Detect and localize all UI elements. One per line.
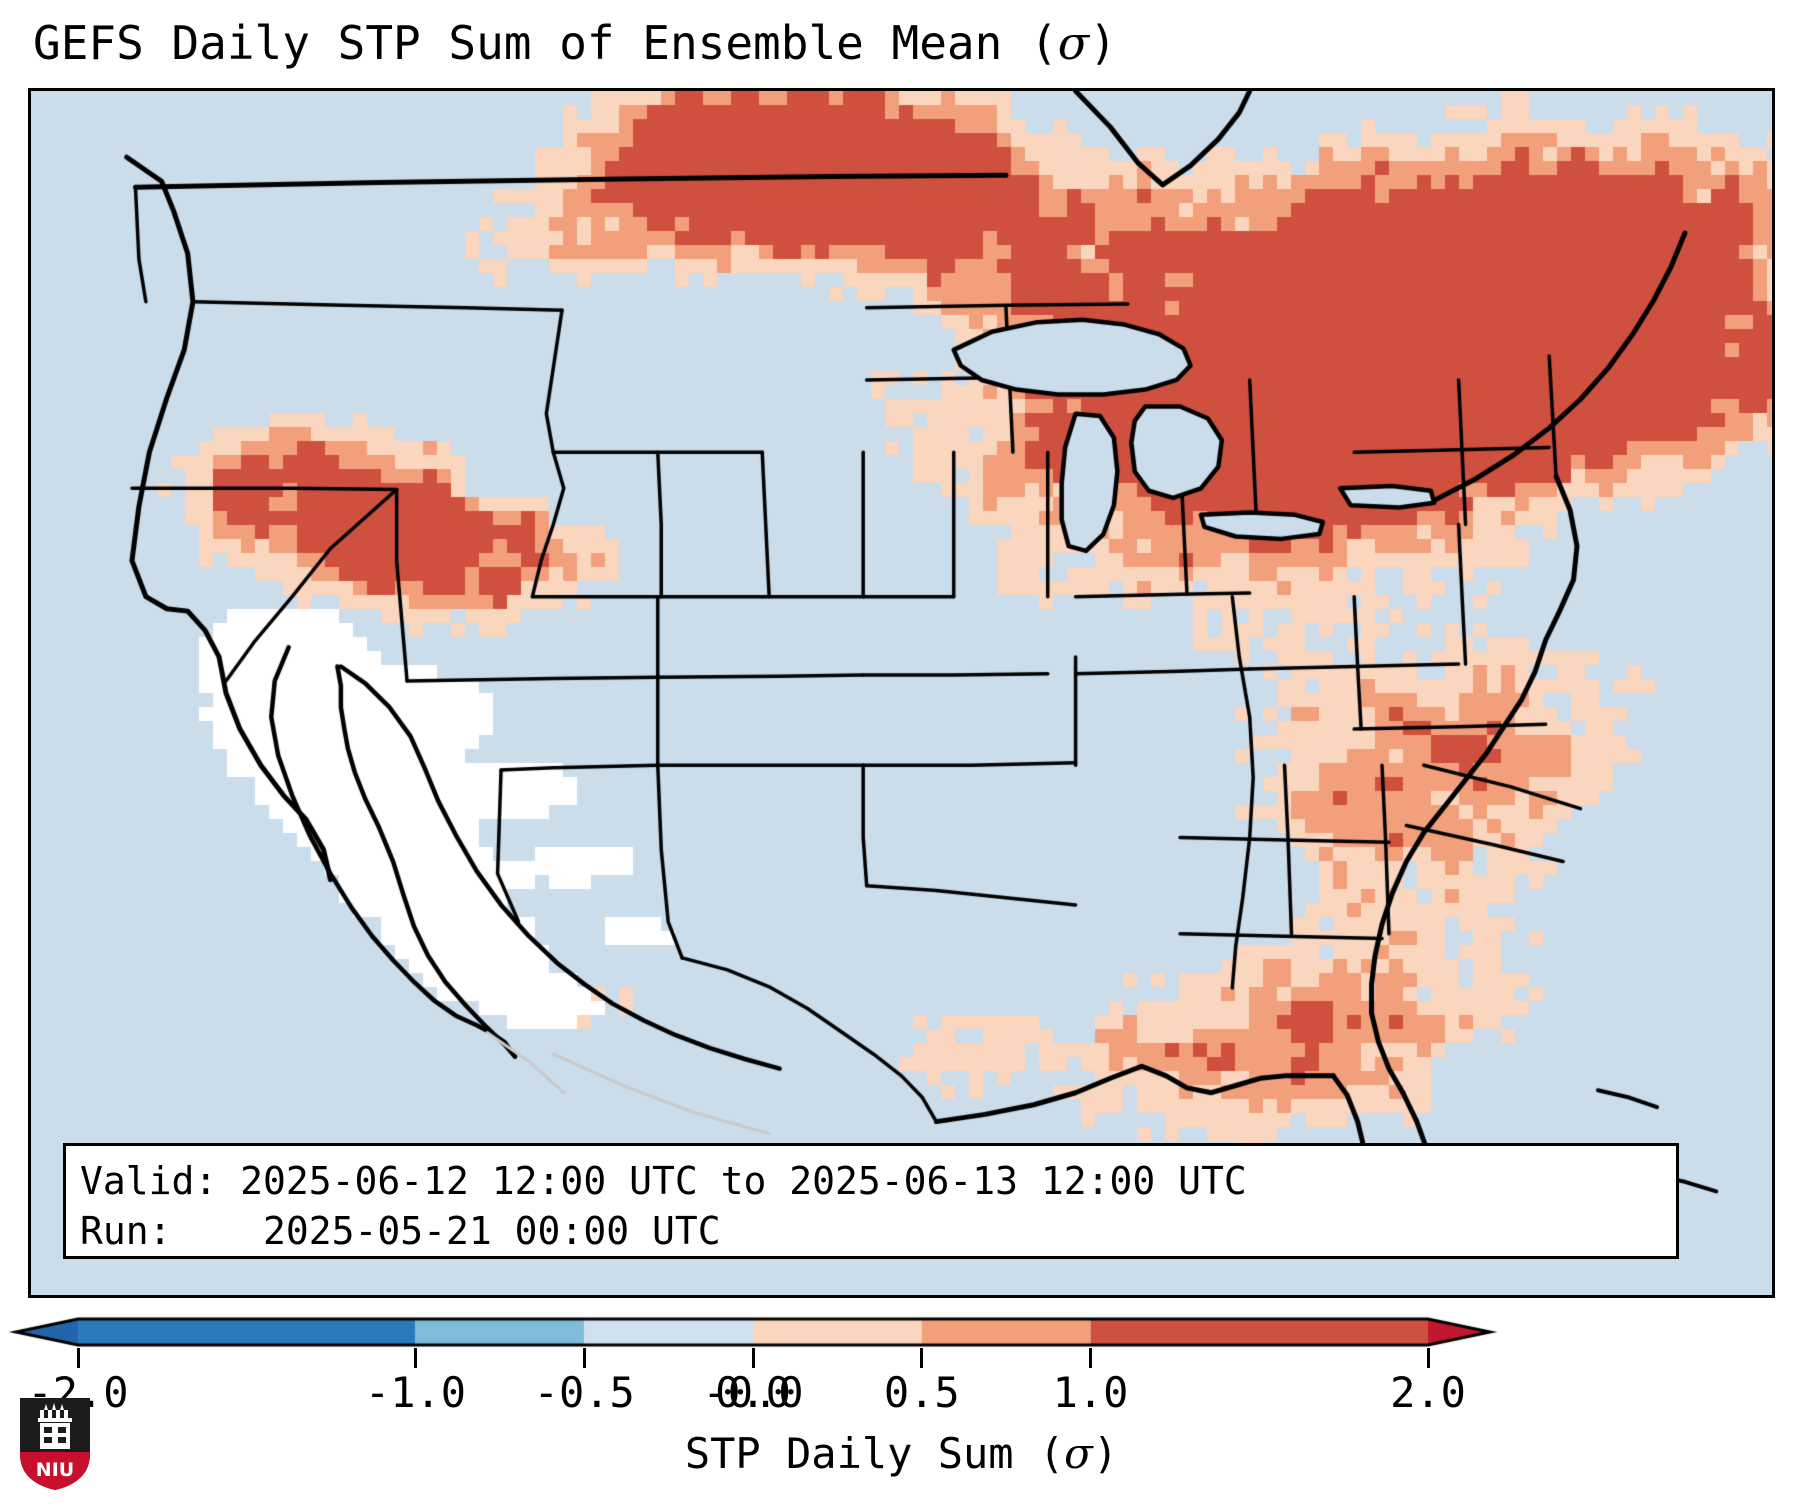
stp-anomaly-heatmap [31, 91, 1772, 1295]
colorbar-tick-label: -0.5 [533, 1368, 635, 1417]
page-title: GEFS Daily STP Sum of Ensemble Mean (σ) [33, 14, 1117, 72]
colorbar-tick-label: 0.0 [715, 1368, 791, 1417]
page-title-text: GEFS Daily STP Sum of Ensemble Mean ( [33, 16, 1058, 70]
run-time-line: Run: 2025-05-21 00:00 UTC [80, 1209, 721, 1253]
niu-logo: NIU [20, 1398, 90, 1490]
valid-time-line: Valid: 2025-06-12 12:00 UTC to 2025-06-1… [80, 1159, 1247, 1203]
map-plot-area[interactable]: Valid: 2025-06-12 12:00 UTC to 2025-06-1… [28, 88, 1775, 1298]
colorbar-tick-label: 0.5 [883, 1368, 960, 1417]
niu-logo-text: NIU [36, 1459, 74, 1481]
page-title-suffix: ) [1089, 16, 1117, 70]
colorbar-tick [582, 1348, 586, 1368]
colorbar-tick [751, 1348, 755, 1368]
colorbar-axis-label-text: STP Daily Sum ( [684, 1429, 1065, 1478]
colorbar-gradient [0, 1315, 1803, 1355]
sigma-symbol-title: σ [1057, 16, 1090, 70]
colorbar-tick-label: 1.0 [1052, 1368, 1129, 1417]
colorbar-axis-label: STP Daily Sum (σ) [0, 1428, 1803, 1480]
colorbar-tick [414, 1348, 417, 1368]
colorbar-ticks [0, 1348, 1803, 1368]
forecast-metadata-box: Valid: 2025-06-12 12:00 UTC to 2025-06-1… [63, 1143, 1679, 1259]
colorbar-tick [1089, 1348, 1092, 1368]
colorbar-tick-label: -0.0 [702, 1368, 804, 1417]
colorbar-tick-label: -1.0 [364, 1368, 467, 1417]
colorbar-axis-label-suffix: ) [1092, 1429, 1119, 1478]
colorbar-tick [1426, 1348, 1430, 1368]
colorbar-tick-label: 2.0 [1390, 1368, 1466, 1417]
colorbar-tick [76, 1348, 80, 1368]
colorbar-tick [920, 1348, 924, 1368]
sigma-symbol-axis: σ [1064, 1429, 1093, 1478]
colorbar-tick-labels: -2.0 -1.0 -0.5 -0.0 0.0 0.5 1.0 2.0 [0, 1368, 1803, 1420]
colorbar[interactable] [0, 1315, 1803, 1355]
